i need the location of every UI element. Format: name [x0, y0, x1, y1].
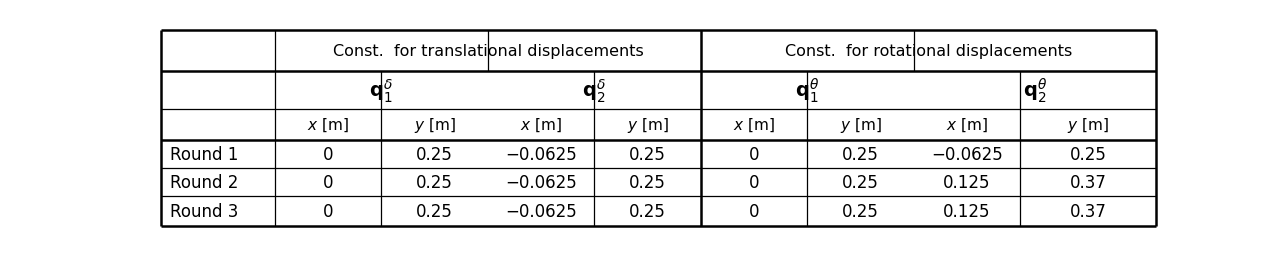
Text: 0.25: 0.25 — [842, 202, 880, 220]
Text: 0.125: 0.125 — [944, 173, 991, 192]
Text: 0.25: 0.25 — [629, 145, 666, 163]
Text: Round 2: Round 2 — [171, 173, 239, 192]
Text: $\mathbf{q}_1^{\delta}$: $\mathbf{q}_1^{\delta}$ — [370, 77, 393, 104]
Text: 0: 0 — [322, 145, 334, 163]
Text: −0.0625: −0.0625 — [505, 145, 577, 163]
Text: 0.25: 0.25 — [629, 173, 666, 192]
Text: $\mathbf{q}_1^{\theta}$: $\mathbf{q}_1^{\theta}$ — [795, 76, 819, 105]
Text: 0.25: 0.25 — [629, 202, 666, 220]
Text: 0: 0 — [322, 173, 334, 192]
Text: $y$ [m]: $y$ [m] — [1067, 115, 1109, 134]
Text: 0.25: 0.25 — [1070, 145, 1107, 163]
Text: Round 1: Round 1 — [171, 145, 239, 163]
Text: $y$ [m]: $y$ [m] — [840, 115, 881, 134]
Text: 0.25: 0.25 — [416, 145, 453, 163]
Text: −0.0625: −0.0625 — [931, 145, 1003, 163]
Text: −0.0625: −0.0625 — [505, 202, 577, 220]
Text: 0: 0 — [749, 145, 759, 163]
Text: 0.25: 0.25 — [416, 173, 453, 192]
Text: $y$ [m]: $y$ [m] — [627, 115, 669, 134]
Text: −0.0625: −0.0625 — [505, 173, 577, 192]
Text: $x$ [m]: $x$ [m] — [520, 116, 562, 134]
Text: 0.125: 0.125 — [944, 202, 991, 220]
Text: 0.25: 0.25 — [842, 145, 880, 163]
Text: 0.37: 0.37 — [1070, 173, 1107, 192]
Text: $\mathbf{q}_2^{\delta}$: $\mathbf{q}_2^{\delta}$ — [583, 77, 606, 104]
Text: 0.25: 0.25 — [416, 202, 453, 220]
Text: $x$ [m]: $x$ [m] — [307, 116, 349, 134]
Text: Const.  for rotational displacements: Const. for rotational displacements — [785, 43, 1072, 58]
Text: Const.  for translational displacements: Const. for translational displacements — [333, 43, 643, 58]
Text: Round 3: Round 3 — [171, 202, 239, 220]
Text: 0: 0 — [749, 202, 759, 220]
Text: 0: 0 — [749, 173, 759, 192]
Text: $x$ [m]: $x$ [m] — [946, 116, 987, 134]
Text: 0.37: 0.37 — [1070, 202, 1107, 220]
Text: 0.25: 0.25 — [842, 173, 880, 192]
Text: $x$ [m]: $x$ [m] — [733, 116, 776, 134]
Text: $y$ [m]: $y$ [m] — [413, 115, 456, 134]
Text: $\mathbf{q}_2^{\theta}$: $\mathbf{q}_2^{\theta}$ — [1022, 76, 1046, 105]
Text: 0: 0 — [322, 202, 334, 220]
